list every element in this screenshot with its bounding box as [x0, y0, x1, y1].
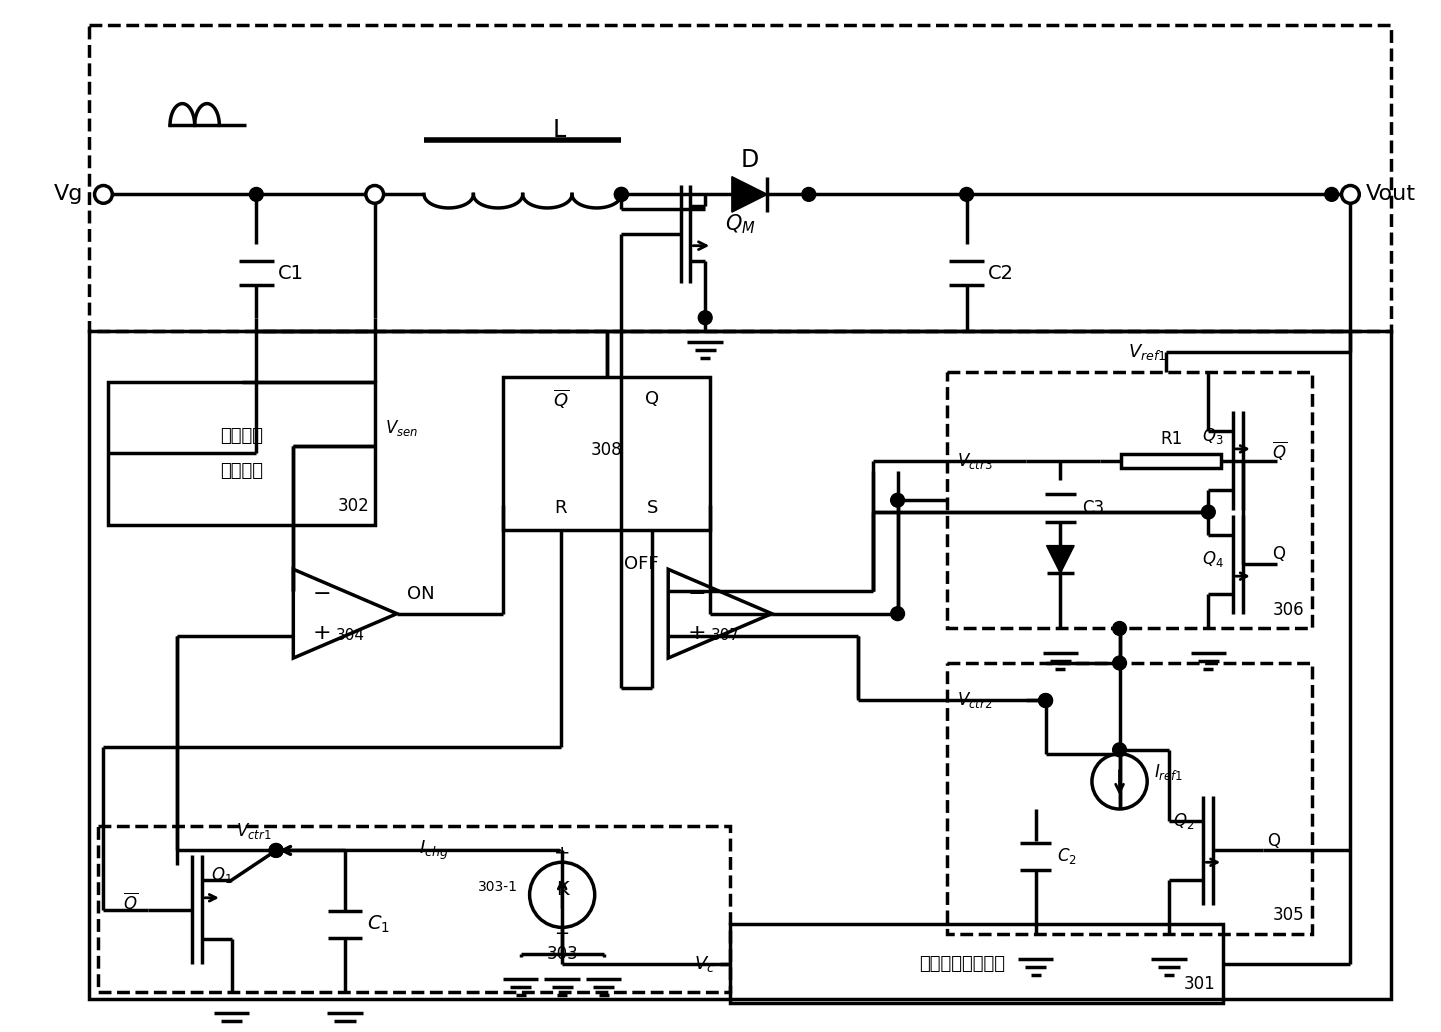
Bar	[98, 826, 731, 992]
Text: 303: 303	[546, 945, 578, 963]
Text: Q: Q	[1272, 546, 1285, 563]
Text: $I_{ref1}$: $I_{ref1}$	[1154, 762, 1183, 781]
Text: 输出电压反馈回路: 输出电压反馈回路	[919, 955, 1004, 973]
Text: $Q_3$: $Q_3$	[1202, 426, 1223, 446]
Circle shape	[614, 188, 628, 201]
Text: +: +	[313, 623, 331, 643]
Circle shape	[614, 188, 628, 201]
Text: $Q_4$: $Q_4$	[1202, 549, 1225, 570]
Text: S: S	[647, 499, 659, 517]
Text: 采样电路: 采样电路	[220, 461, 264, 480]
Circle shape	[1039, 694, 1052, 707]
Text: $V_{sen}$: $V_{sen}$	[385, 418, 418, 439]
Text: 305: 305	[1272, 906, 1304, 925]
Text: 304: 304	[336, 627, 365, 643]
Circle shape	[249, 188, 264, 201]
Text: R1: R1	[1160, 430, 1183, 448]
Circle shape	[891, 493, 905, 507]
Text: OFF: OFF	[624, 555, 659, 574]
Text: C2: C2	[989, 264, 1014, 283]
Text: $I_{chg}$: $I_{chg}$	[419, 839, 448, 862]
Text: C3: C3	[1082, 499, 1104, 517]
Bar	[1121, 454, 1222, 467]
Text: +: +	[687, 623, 706, 643]
Text: −: −	[687, 584, 706, 604]
Text: $V_{ctr3}$: $V_{ctr3}$	[957, 451, 993, 471]
Text: Q: Q	[1268, 832, 1281, 849]
Text: 301: 301	[1183, 975, 1215, 994]
Text: L: L	[552, 119, 565, 142]
Text: R: R	[555, 499, 568, 517]
Text: $C_2$: $C_2$	[1058, 846, 1078, 866]
Text: $V_{ctr2}$: $V_{ctr2}$	[957, 690, 993, 710]
Text: +: +	[553, 844, 571, 863]
Text: $\overline{Q}$: $\overline{Q}$	[553, 387, 569, 410]
Text: −: −	[555, 926, 569, 943]
Text: $V_{ctr1}$: $V_{ctr1}$	[236, 820, 271, 841]
Text: $C_1$: $C_1$	[367, 913, 391, 935]
Circle shape	[1112, 621, 1127, 636]
Text: C1: C1	[278, 264, 304, 283]
Bar	[88, 330, 1391, 999]
Circle shape	[1342, 186, 1359, 203]
Bar	[947, 372, 1311, 628]
Text: Vg: Vg	[55, 185, 84, 204]
Text: $Q_1$: $Q_1$	[210, 865, 232, 885]
Text: ON: ON	[406, 585, 434, 603]
Text: $Q_M$: $Q_M$	[725, 213, 755, 235]
Circle shape	[801, 188, 816, 201]
Circle shape	[95, 186, 112, 203]
Text: $Q_2$: $Q_2$	[1173, 811, 1195, 831]
Bar	[731, 925, 1223, 1003]
Text: $V_c$: $V_c$	[695, 954, 715, 974]
Circle shape	[269, 843, 282, 858]
Polygon shape	[1046, 546, 1074, 573]
Text: Q: Q	[646, 390, 659, 408]
Text: Vout: Vout	[1366, 185, 1417, 204]
Text: 308: 308	[591, 442, 623, 459]
Bar	[503, 377, 710, 529]
Bar	[947, 663, 1311, 934]
Text: D: D	[741, 148, 759, 172]
Text: 电感电流: 电感电流	[220, 427, 264, 445]
Text: 306: 306	[1272, 601, 1304, 618]
Bar	[88, 25, 1391, 330]
Circle shape	[1202, 505, 1215, 519]
Circle shape	[269, 843, 282, 858]
Polygon shape	[732, 176, 768, 213]
Text: $\overline{Q}$: $\overline{Q}$	[122, 891, 138, 913]
Text: $\overline{Q}$: $\overline{Q}$	[1272, 440, 1288, 462]
Text: 307: 307	[710, 627, 739, 643]
Text: K: K	[556, 880, 568, 900]
Circle shape	[1112, 656, 1127, 670]
Text: $V_{ref1}$: $V_{ref1}$	[1128, 343, 1167, 362]
Text: 302: 302	[339, 497, 370, 515]
Text: −: −	[313, 584, 331, 604]
Bar	[108, 382, 375, 525]
Circle shape	[1324, 188, 1339, 201]
Circle shape	[366, 186, 383, 203]
Circle shape	[960, 188, 974, 201]
Circle shape	[699, 311, 712, 325]
Text: 303-1: 303-1	[478, 880, 517, 894]
Circle shape	[1112, 743, 1127, 756]
Circle shape	[1039, 694, 1052, 707]
Circle shape	[891, 607, 905, 620]
